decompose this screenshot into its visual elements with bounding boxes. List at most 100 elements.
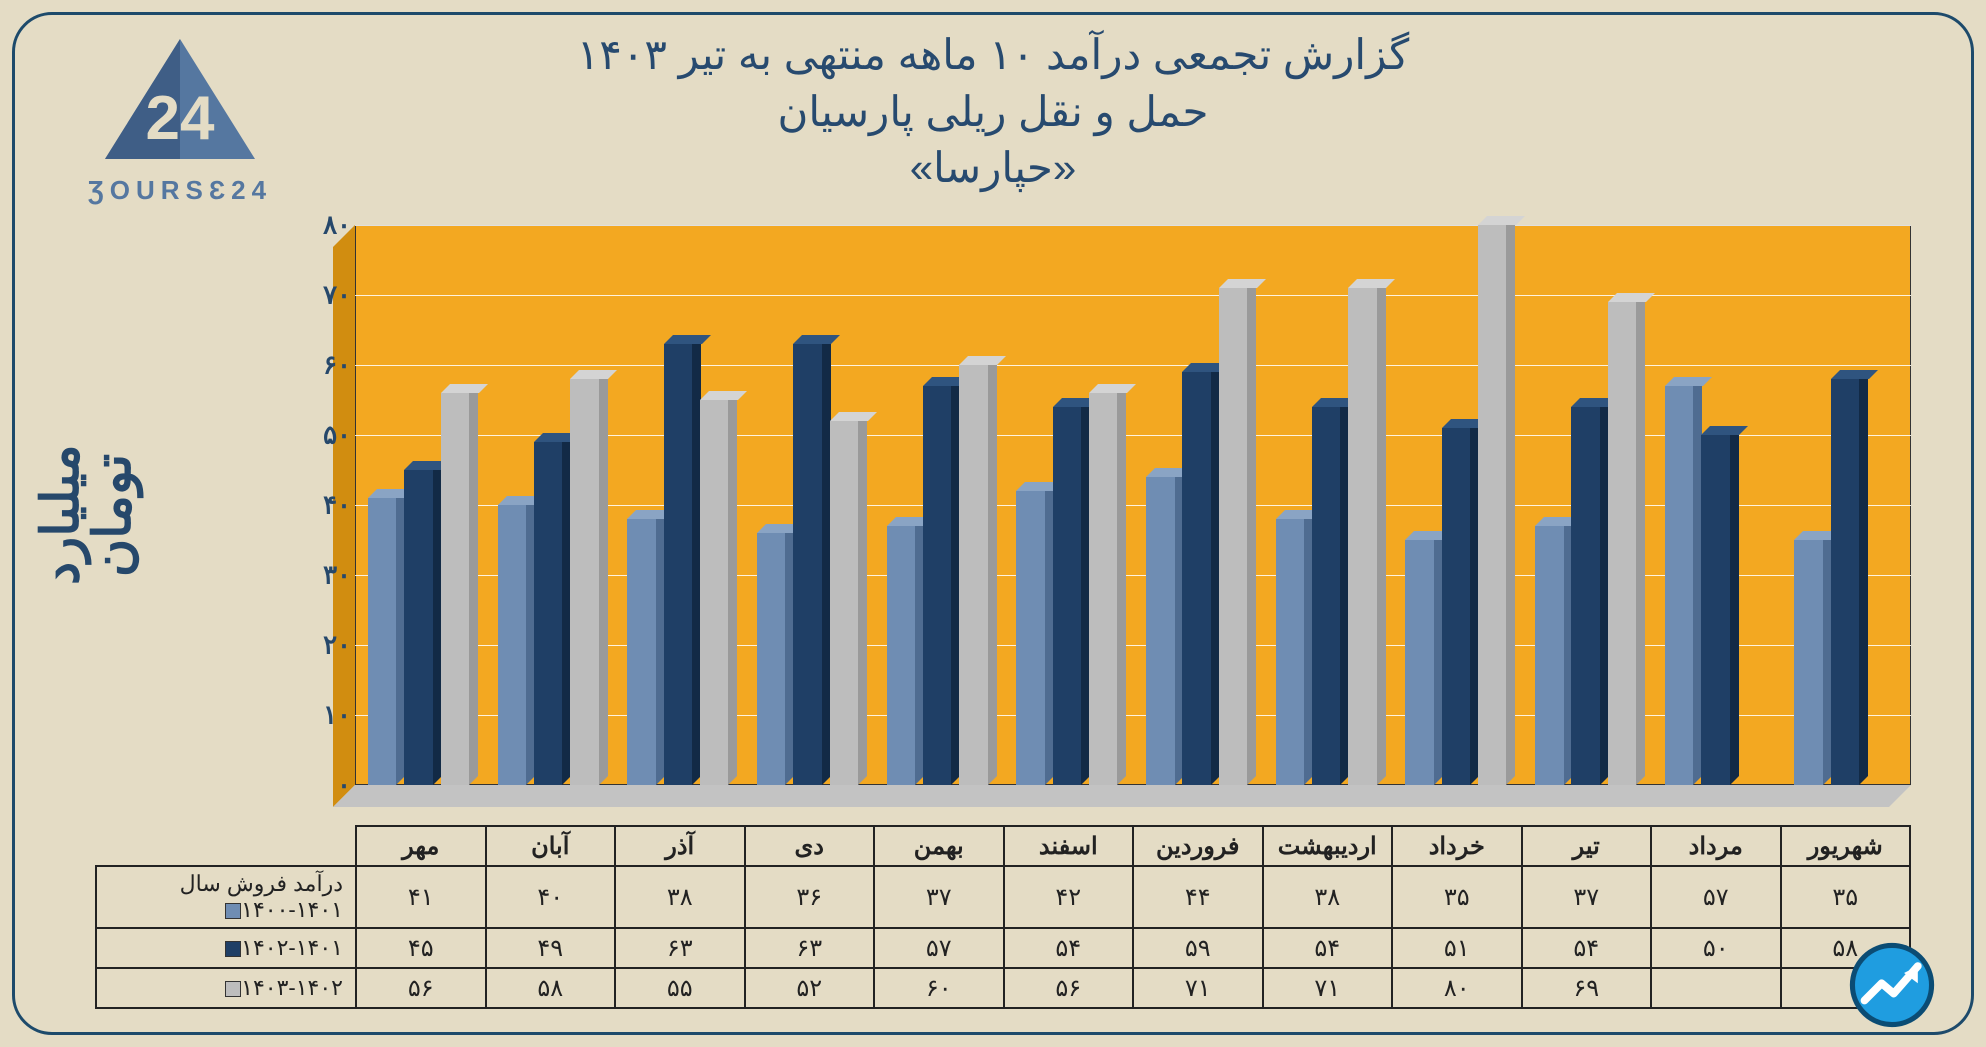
table-cell: ۴۹ [486,928,616,968]
bar [757,533,786,785]
table-cell: ۴۵ [356,928,486,968]
table-cell: ۶۳ [745,928,875,968]
legend-swatch [225,981,241,997]
table-cell: ۴۲ [1004,866,1134,928]
bar [1701,435,1730,785]
table-cell: ۶۹ [1522,968,1652,1008]
chart-area: میلیاردتومان ۰۱۰۲۰۳۰۴۰۵۰۶۰۷۰۸۰ مهرآبانآذ… [95,225,1911,972]
table-cell: ۵۹ [1133,928,1263,968]
table-col-header: فروردین [1133,826,1263,866]
bar [404,470,433,785]
table-cell: ۳۸ [615,866,745,928]
title-line2: حمل و نقل ریلی پارسیان [15,84,1971,141]
table-row: درآمد فروش سال ۱۴۰۱-۱۴۰۰۴۱۴۰۳۸۳۶۳۷۴۲۴۴۳۸… [96,866,1910,928]
table-cell: ۵۲ [745,968,875,1008]
bar [1219,288,1248,785]
title-line3: «حپارسا» [15,140,1971,197]
chart-badge-icon [1849,942,1935,1028]
table-col-header: آبان [486,826,616,866]
bar [1276,519,1305,785]
category-group [1392,225,1522,785]
bar [959,365,988,785]
table-cell: ۴۰ [486,866,616,928]
bar [627,519,656,785]
bar [1348,288,1377,785]
table-col-header: تیر [1522,826,1652,866]
bar [441,393,470,785]
table-cell: ۵۴ [1522,928,1652,968]
bar [923,386,952,785]
table-cell: ۳۷ [1522,866,1652,928]
bar [1794,540,1823,785]
table-cell: ۵۵ [615,968,745,1008]
table-row-header: درآمد فروش سال ۱۴۰۱-۱۴۰۰ [96,866,356,928]
table-cell: ۵۷ [1651,866,1781,928]
y-tick: ۱۰ [287,700,351,731]
y-axis-title: میلیاردتومان [35,265,105,765]
bar [1478,225,1507,785]
category-group [1003,225,1133,785]
title-line1: گزارش تجمعی درآمد ۱۰ ماهه منتهی به تیر ۱… [15,27,1971,84]
table-cell: ۷۱ [1263,968,1393,1008]
category-group [355,225,485,785]
table-cell: ۸۰ [1392,968,1522,1008]
bar [1442,428,1471,785]
table-cell: ۴۱ [356,866,486,928]
table-col-header: شهریور [1781,826,1911,866]
table-cell: ۴۴ [1133,866,1263,928]
bar [887,526,916,785]
table-col-header: آذر [615,826,745,866]
y-tick: ۷۰ [287,280,351,311]
table-col-header: بهمن [874,826,1004,866]
report-title: گزارش تجمعی درآمد ۱۰ ماهه منتهی به تیر ۱… [15,27,1971,197]
bar [1016,491,1045,785]
bar [570,379,599,785]
y-axis-ticks: ۰۱۰۲۰۳۰۴۰۵۰۶۰۷۰۸۰ [287,225,351,785]
table-cell: ۷۱ [1133,968,1263,1008]
bar [1665,386,1694,785]
data-table: مهرآبانآذردیبهمناسفندفروردیناردیبهشتخردا… [95,825,1911,1009]
bar [368,498,397,785]
table-cell: ۵۱ [1392,928,1522,968]
table-col-header: دی [745,826,875,866]
bars-layer [355,225,1911,785]
table-cell [1651,968,1781,1008]
category-group [1652,225,1782,785]
table-cell: ۳۷ [874,866,1004,928]
bar [830,421,859,785]
category-group [744,225,874,785]
table-col-header: مرداد [1651,826,1781,866]
plot-3d-floor [333,785,1911,807]
table-cell: ۵۸ [486,968,616,1008]
bar [700,400,729,785]
table-cell: ۳۸ [1263,866,1393,928]
table-cell: ۵۰ [1651,928,1781,968]
table-cell: ۶۳ [615,928,745,968]
table-cell: ۶۰ [874,968,1004,1008]
table-row: ۱۴۰۳-۱۴۰۲۵۶۵۸۵۵۵۲۶۰۵۶۷۱۷۱۸۰۶۹ [96,968,1910,1008]
bar [1535,526,1564,785]
bar [1608,302,1637,785]
y-tick: ۲۰ [287,630,351,661]
bar [534,442,563,785]
table-col-header: مهر [356,826,486,866]
bar [1053,407,1082,785]
category-group [1781,225,1911,785]
table-col-header: اردیبهشت [1263,826,1393,866]
bar [1312,407,1341,785]
y-tick: ۵۰ [287,420,351,451]
bar [1831,379,1860,785]
table-cell: ۳۶ [745,866,875,928]
y-tick: ۰ [287,770,351,801]
table-cell: ۵۶ [356,968,486,1008]
legend-swatch [225,903,241,919]
bar [793,344,822,785]
legend-swatch [225,941,241,957]
table-cell: ۵۷ [874,928,1004,968]
bar [498,505,527,785]
bar [1089,393,1118,785]
table-row: ۱۴۰۲-۱۴۰۱۴۵۴۹۶۳۶۳۵۷۵۴۵۹۵۴۵۱۵۴۵۰۵۸ [96,928,1910,968]
y-tick: ۳۰ [287,560,351,591]
category-group [874,225,1004,785]
category-group [485,225,615,785]
